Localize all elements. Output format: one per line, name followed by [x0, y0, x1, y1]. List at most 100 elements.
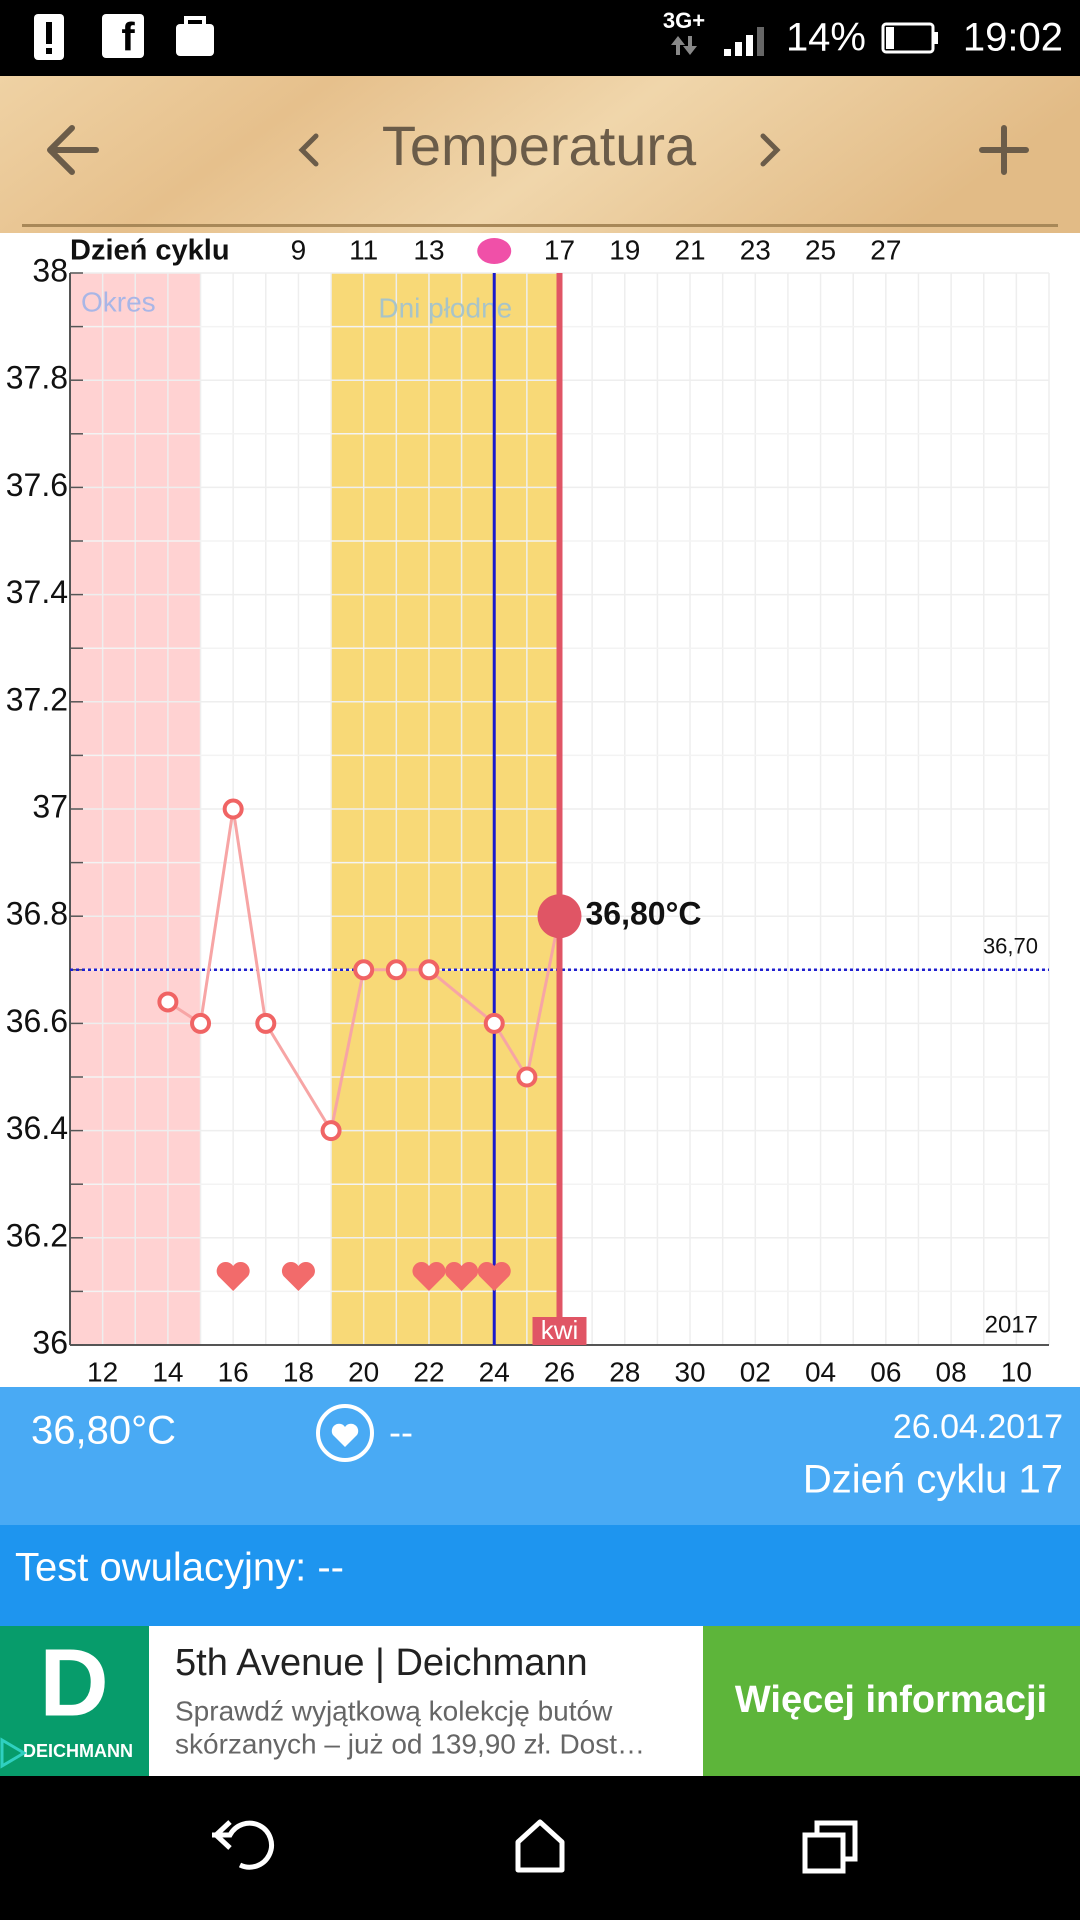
ovulation-test-bar[interactable] [0, 1525, 1080, 1626]
ad-brand: DEICHMANN [23, 1741, 133, 1761]
y-tick-label: 37.6 [6, 467, 68, 503]
x2-tick-label: 25 [805, 234, 836, 265]
info-temperature: 36,80°C [31, 1409, 176, 1453]
point [157, 991, 179, 1013]
data-arrows [671, 36, 697, 55]
ad-description: Sprawdź wyjątkową kolekcję butów [175, 1695, 613, 1726]
status-bar [0, 0, 1080, 76]
year-label: 2017 [985, 1311, 1038, 1338]
intercourse-icon[interactable] [316, 1404, 374, 1462]
x2-axis-label: Dzień cyklu [70, 235, 230, 267]
heart [216, 1262, 250, 1291]
app-bar-line [22, 224, 1058, 227]
x-tick-label: 26 [544, 1356, 575, 1387]
coverline-label: 36,70 [983, 934, 1038, 959]
x2-tick-label: 27 [870, 234, 901, 265]
x-tick-label: 16 [218, 1356, 249, 1387]
ad-button-label: Więcej informacji [735, 1679, 1047, 1721]
point [516, 1066, 538, 1088]
ad-logo-letter: D [39, 1629, 108, 1736]
nav-back[interactable] [212, 1820, 274, 1870]
current-point [537, 894, 582, 939]
ad-description: skórzanych – już od 139,90 zł. Dost… [175, 1728, 645, 1759]
x-tick-label: 12 [87, 1356, 118, 1387]
y-tick-label: 38 [32, 252, 68, 288]
point [320, 1120, 342, 1142]
point [255, 1012, 277, 1034]
signal-icon [724, 35, 753, 56]
nav-bar [0, 1776, 1080, 1920]
y-tick-label: 37 [32, 788, 68, 824]
x-tick-label: 14 [152, 1356, 183, 1387]
app-bar [0, 76, 1080, 233]
x-tick-label: 06 [870, 1356, 901, 1387]
value-label: 36,80°C [586, 896, 702, 932]
back-button[interactable] [47, 125, 99, 175]
add-button[interactable] [979, 125, 1029, 175]
next-button[interactable] [760, 133, 781, 167]
clock: 19:02 [963, 16, 1063, 60]
intercourse-heart [331, 1423, 359, 1447]
x-tick-label: 10 [1001, 1356, 1032, 1387]
nav-recents-back [814, 1820, 858, 1862]
alert-icon-dot [46, 48, 52, 54]
x2-tick-label: 17 [544, 234, 575, 265]
x2-tick-label: 11 [349, 234, 378, 265]
x2-tick-label: 19 [609, 234, 640, 265]
info-panel [0, 1387, 1080, 1525]
prev-button[interactable] [298, 133, 319, 167]
ovulation-test: Test owulacyjny: -- [15, 1546, 344, 1590]
x-tick-label: 20 [348, 1356, 379, 1387]
info-cycle-day: Dzień cyklu 17 [803, 1458, 1063, 1502]
nav-recents[interactable] [802, 1832, 846, 1874]
point [190, 1012, 212, 1034]
point [222, 798, 244, 820]
network-type: 3G+ [663, 8, 705, 33]
month-label: kwi [541, 1315, 579, 1345]
point [353, 959, 375, 981]
y-tick-label: 36.8 [6, 896, 68, 932]
point [418, 959, 440, 981]
x-tick-label: 18 [283, 1356, 314, 1387]
heart [477, 1262, 511, 1291]
month-label-bg [532, 1317, 587, 1345]
ovulation-icon [477, 238, 512, 264]
band-label: Okres [81, 286, 156, 317]
x-tick-label: 04 [805, 1356, 836, 1387]
bag-handle [184, 16, 206, 24]
battery-percent: 14% [786, 16, 866, 60]
band-label: Dni płodne [378, 292, 512, 323]
x-tick-label: 22 [413, 1356, 444, 1387]
point [385, 959, 407, 981]
x-tick-label: 28 [609, 1356, 640, 1387]
info-intercourse: -- [389, 1412, 413, 1453]
x-tick-label: 02 [740, 1356, 771, 1387]
x-tick-label: 30 [674, 1356, 705, 1387]
x2-tick-label: 23 [740, 234, 771, 265]
battery-tip [933, 32, 938, 44]
facebook-glyph: f [121, 16, 135, 60]
info-date: 26.04.2017 [893, 1408, 1063, 1446]
ad-title: 5th Avenue | Deichmann [175, 1642, 588, 1684]
alert-icon-mark [46, 22, 52, 44]
signal-icon-empty [757, 27, 764, 56]
x-tick-label: 08 [936, 1356, 967, 1387]
y-tick-label: 36.4 [6, 1110, 68, 1146]
facebook-icon [102, 14, 144, 58]
x2-tick-label: 21 [674, 234, 705, 265]
nav-home[interactable] [515, 1819, 565, 1873]
chart: Okres Dni płodne 36 36.2 36.4 36.6 36.8 37 37.2 3… [6, 234, 1050, 1387]
x2-tick-label: 9 [291, 234, 307, 265]
x-tick-label: 24 [479, 1356, 510, 1387]
y-tick-label: 36.6 [6, 1003, 68, 1039]
ad-choices[interactable] [0, 1737, 27, 1769]
y-tick-label: 37.4 [6, 574, 68, 610]
heart [281, 1262, 315, 1291]
screen-title: Temperatura [382, 114, 697, 177]
y-tick-label: 37.2 [6, 681, 68, 717]
ad-logo [0, 1626, 149, 1776]
point [483, 1012, 505, 1034]
x2-tick-label: 13 [413, 234, 444, 265]
ad-button[interactable] [703, 1626, 1080, 1776]
